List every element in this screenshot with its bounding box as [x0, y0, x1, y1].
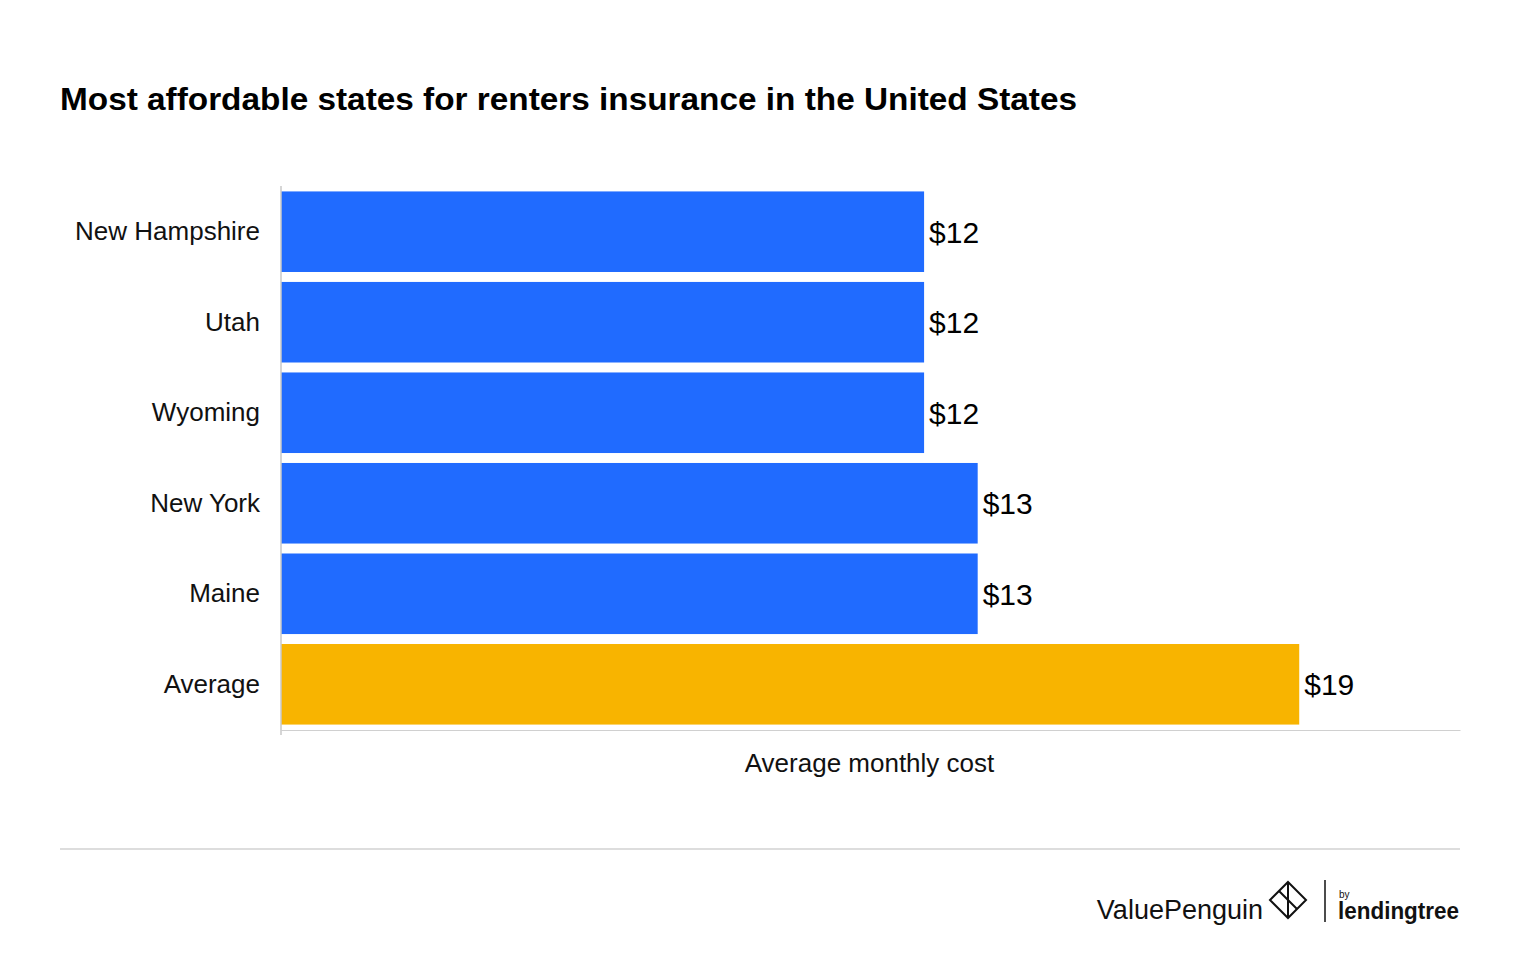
chart: Most affordable states for renters insur…: [0, 0, 1520, 958]
y-tick-label: Average: [164, 669, 260, 699]
title: Most affordable states for renters insur…: [60, 81, 1077, 117]
x-axis-title: Average monthly cost: [745, 748, 995, 778]
y-tick-label: Utah: [205, 307, 260, 337]
x-axis: [282, 730, 1461, 731]
data-label: $12: [929, 397, 979, 430]
bar: [281, 191, 924, 272]
bar: [281, 644, 1299, 725]
bar: [281, 372, 924, 453]
y-axis: New Hampshire Utah Wyoming New York Maine Ave…: [75, 186, 281, 735]
logo-lines: [1279, 882, 1297, 918]
y-tick: New York: [150, 488, 261, 518]
y-tick-label: New York: [150, 488, 261, 518]
bar: [281, 282, 924, 363]
y-tick: Utah: [205, 307, 260, 337]
data-label: $13: [983, 487, 1033, 520]
bars: [281, 191, 1299, 724]
brand: ValuePenguin: [1097, 895, 1263, 925]
footer-separator: [1324, 880, 1326, 922]
y-tick: Maine: [189, 578, 260, 608]
data-label: $19: [1304, 668, 1354, 701]
bar: [281, 553, 978, 634]
logo-diamond: [1270, 882, 1306, 918]
y-tick-label: Maine: [189, 578, 260, 608]
data-label: $13: [983, 578, 1033, 611]
x-axis-line: [282, 730, 1461, 731]
brand-logo: [1270, 882, 1306, 918]
y-axis-line: [280, 186, 282, 735]
y-tick: Wyoming: [152, 397, 260, 427]
partner: lendingtree: [1338, 897, 1459, 924]
bar: [281, 463, 978, 544]
divider: [60, 848, 1460, 850]
y-tick-label: New Hampshire: [75, 216, 260, 246]
data-label: $12: [929, 306, 979, 339]
data-label: $12: [929, 216, 979, 249]
y-tick: Average: [164, 669, 260, 699]
y-tick: New Hampshire: [75, 216, 260, 246]
data-labels: $12 $12 $12 $13 $13 $19: [929, 216, 1354, 702]
y-tick-label: Wyoming: [152, 397, 260, 427]
